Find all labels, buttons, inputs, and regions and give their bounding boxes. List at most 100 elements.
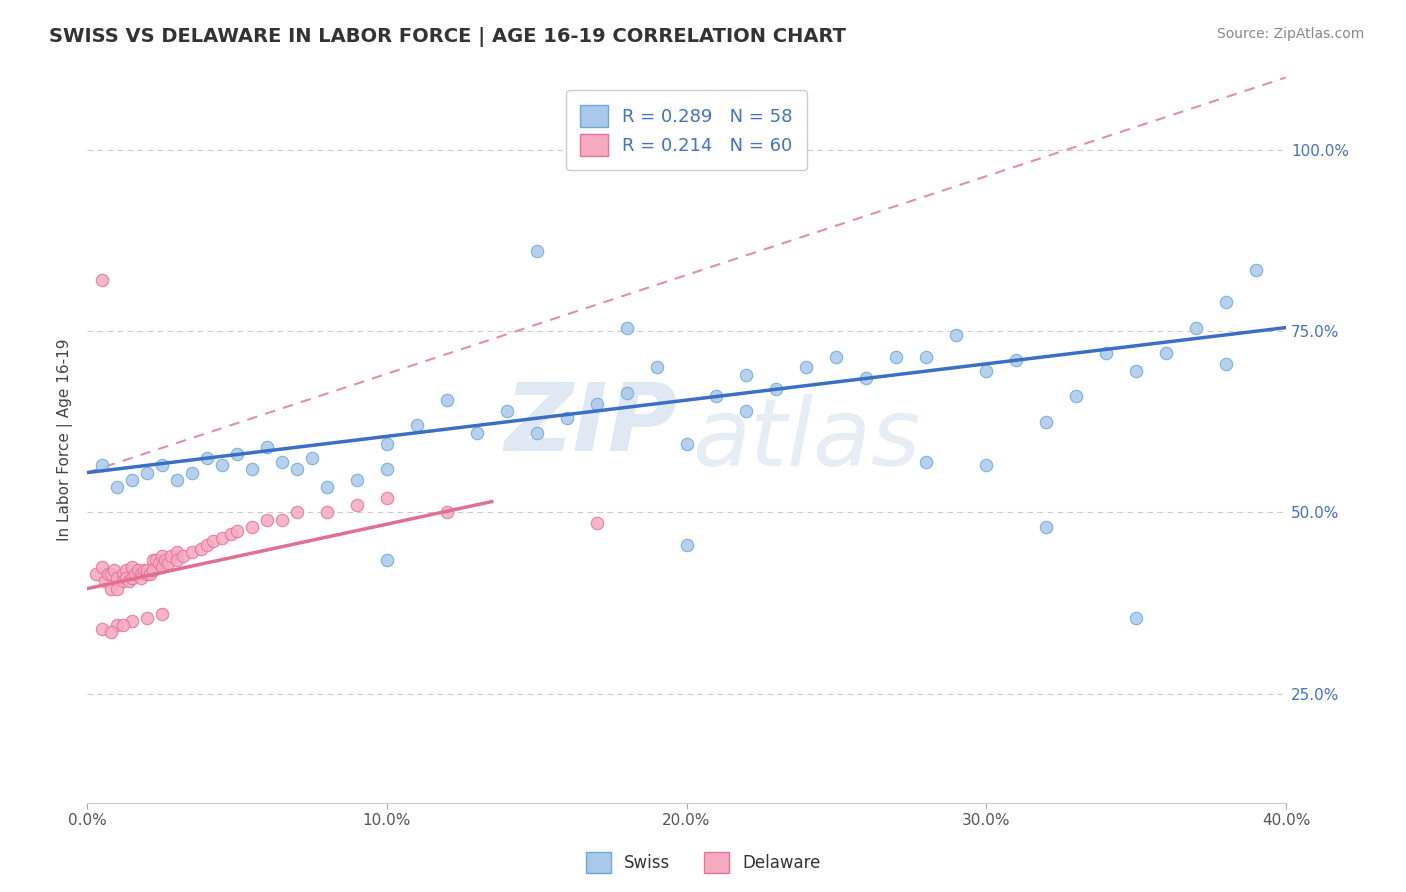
Point (1064, 389, 1087, 403)
Point (375, 491, 398, 505)
Point (195, 538, 218, 552)
Point (136, 564, 159, 578)
Point (136, 567, 159, 582)
Point (645, 360, 668, 375)
Point (1185, 320, 1208, 334)
Point (1095, 346, 1118, 360)
Point (142, 552, 165, 566)
Point (526, 425, 548, 440)
Point (855, 371, 877, 385)
Point (1215, 295, 1237, 310)
Y-axis label: In Labor Force | Age 16-19: In Labor Force | Age 16-19 (58, 339, 73, 541)
Point (1125, 364, 1147, 378)
Point (91, 560, 114, 574)
Point (240, 520, 263, 534)
Point (436, 393, 458, 408)
Point (150, 607, 173, 621)
Legend: R = 0.289   N = 58, R = 0.214   N = 60: R = 0.289 N = 58, R = 0.214 N = 60 (567, 90, 807, 170)
Point (156, 556, 179, 570)
Point (1215, 357, 1237, 371)
Point (150, 458, 173, 473)
Point (115, 571, 138, 585)
Point (1125, 610, 1147, 624)
Point (121, 560, 143, 574)
Point (127, 564, 149, 578)
Point (105, 618, 128, 632)
Text: atlas: atlas (692, 394, 921, 485)
Point (219, 527, 242, 541)
Point (735, 404, 758, 418)
Point (97, 567, 120, 582)
Point (256, 513, 278, 527)
Point (121, 614, 143, 628)
Point (526, 244, 548, 259)
Point (91, 622, 114, 636)
Point (112, 574, 135, 589)
Point (172, 549, 194, 563)
Point (112, 618, 135, 632)
Point (256, 440, 278, 454)
Point (211, 531, 233, 545)
Point (270, 513, 292, 527)
Point (136, 466, 159, 480)
Text: Source: ZipAtlas.com: Source: ZipAtlas.com (1216, 27, 1364, 41)
Point (765, 382, 787, 396)
Point (974, 364, 997, 378)
Point (1035, 520, 1057, 534)
Point (825, 350, 848, 364)
Point (226, 448, 249, 462)
Point (105, 571, 128, 585)
Point (796, 360, 818, 375)
Point (100, 625, 122, 640)
Point (1005, 353, 1028, 368)
Point (105, 480, 128, 494)
Point (181, 466, 204, 480)
Point (735, 368, 758, 382)
Point (190, 541, 212, 556)
Point (112, 567, 135, 582)
Point (585, 397, 607, 411)
Point (884, 350, 907, 364)
Point (675, 436, 697, 450)
Point (375, 462, 398, 476)
Point (226, 524, 249, 538)
Point (945, 327, 967, 342)
Point (1154, 346, 1177, 360)
Point (150, 560, 173, 574)
Point (270, 455, 292, 469)
Point (495, 404, 517, 418)
Point (405, 418, 427, 433)
Point (585, 516, 607, 531)
Point (436, 506, 458, 520)
Point (121, 473, 143, 487)
Point (136, 610, 159, 624)
Point (91, 458, 114, 473)
Point (195, 451, 218, 466)
Point (616, 385, 638, 400)
Point (915, 455, 938, 469)
Point (142, 564, 165, 578)
Point (91, 273, 114, 287)
Point (121, 571, 143, 585)
Point (166, 545, 188, 559)
Point (1035, 415, 1057, 429)
Point (103, 564, 125, 578)
Point (129, 571, 152, 585)
Point (84, 567, 107, 582)
Point (201, 534, 224, 549)
Point (145, 552, 167, 566)
Point (915, 350, 938, 364)
Point (115, 564, 138, 578)
Point (153, 552, 176, 566)
Point (160, 549, 183, 563)
Point (129, 567, 152, 582)
Point (375, 552, 398, 566)
Point (346, 498, 368, 512)
Point (1244, 262, 1267, 277)
Point (346, 473, 368, 487)
Point (148, 556, 170, 570)
Point (100, 567, 122, 582)
Point (315, 480, 337, 494)
Point (132, 564, 155, 578)
Point (465, 425, 488, 440)
